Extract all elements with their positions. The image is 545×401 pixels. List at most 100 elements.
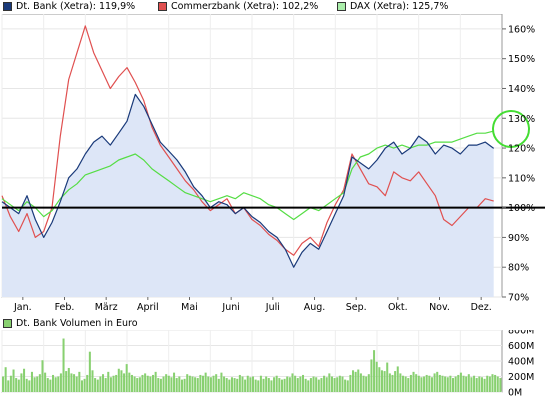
volume-bar [265, 376, 268, 392]
volume-bar [115, 374, 118, 392]
volume-bar [270, 380, 273, 393]
volume-bar [299, 376, 302, 392]
volume-bar [394, 371, 397, 392]
volume-bar [212, 375, 215, 392]
volume-bar [4, 367, 7, 392]
volume-bar [425, 374, 428, 392]
volume-bar [473, 375, 476, 392]
volume-bar [167, 375, 170, 392]
volume-bar [288, 377, 291, 392]
price-x-axis: Jan. Feb. März April Mai Juni Juli Aug. Sep. Okt.… [13, 297, 492, 313]
volume-bar [70, 373, 73, 392]
volume-bar [149, 376, 152, 392]
volume-bar [207, 376, 210, 392]
legend-swatch-deutsche-bank [3, 2, 12, 11]
volume-bar [191, 376, 194, 392]
legend-swatch-commerzbank [158, 2, 167, 11]
volume-y-tick-label: 400M [508, 357, 534, 368]
price-x-tick-label: Okt. [388, 302, 408, 313]
volume-bar [186, 374, 189, 392]
volume-y-tick-label: 600M [508, 341, 534, 352]
price-x-tick-label: Juli [265, 302, 280, 313]
volume-bar [86, 374, 89, 392]
volume-swatch [3, 319, 12, 328]
volume-bar [178, 376, 181, 392]
volume-bar [307, 380, 310, 393]
price-y-tick-label: 80% [508, 263, 529, 274]
volume-bar [480, 377, 483, 392]
volume-bar [25, 378, 28, 392]
volume-bar [146, 375, 149, 392]
volume-bar [162, 376, 165, 392]
price-y-tick-label: 140% [508, 84, 535, 95]
volume-bar [412, 371, 415, 392]
volume-bar [44, 372, 47, 393]
price-x-tick-label: Dez. [471, 302, 492, 313]
volume-bar [94, 378, 97, 392]
volume-bar [365, 376, 368, 392]
volume-title: Dt. Bank Volumen in Euro [3, 318, 138, 329]
volume-bar [417, 375, 420, 392]
price-x-tick-label: April [137, 302, 159, 313]
volume-bar [328, 373, 331, 392]
volume-bar [262, 378, 265, 392]
volume-bar [380, 370, 383, 392]
volume-bar [433, 373, 436, 392]
volume-bar [123, 373, 126, 392]
volume-bar [80, 380, 83, 393]
volume-bar [352, 370, 355, 392]
price-x-tick-label: Sep. [346, 302, 367, 313]
legend-swatch-dax [337, 2, 346, 11]
volume-bars [2, 338, 502, 393]
volume-y-tick-label: 0M [508, 388, 522, 399]
volume-bar [20, 373, 23, 392]
volume-bar [170, 377, 173, 392]
volume-bar [283, 378, 286, 392]
volume-bar [280, 379, 283, 392]
volume-bar [320, 378, 323, 392]
volume-bar [54, 377, 57, 392]
volume-bar [83, 378, 86, 392]
price-y-tick-label: 120% [508, 144, 535, 155]
volume-bar [317, 379, 320, 392]
volume-bar [102, 374, 105, 392]
volume-bar [57, 376, 60, 392]
volume-bar [254, 379, 257, 392]
volume-y-tick-label: 200M [508, 372, 534, 383]
volume-bar [165, 374, 168, 392]
volume-bar [259, 375, 262, 392]
volume-bar [244, 379, 247, 392]
volume-bar [446, 377, 449, 392]
price-area-fill [2, 94, 494, 298]
volume-bar [120, 370, 123, 392]
volume-bar [49, 379, 52, 392]
volume-bar [341, 376, 344, 392]
volume-chart: 800M 600M 400M 200M 0M [1, 330, 534, 399]
volume-bar [217, 378, 220, 392]
volume-bar [399, 373, 402, 392]
volume-bar [199, 374, 202, 392]
series-line-2 [1, 130, 494, 221]
volume-bar [59, 373, 62, 392]
volume-bar [33, 377, 36, 392]
volume-bar [236, 378, 239, 392]
volume-bar [357, 369, 360, 392]
volume-bar [152, 374, 155, 392]
volume-bar [9, 375, 12, 392]
volume-bar [23, 368, 26, 392]
volume-bar [99, 376, 102, 392]
volume-bar [278, 378, 281, 392]
volume-bar [373, 350, 376, 392]
volume-bar [291, 373, 294, 392]
volume-bar [470, 377, 473, 392]
volume-bar [138, 377, 141, 392]
volume-bar [233, 378, 236, 392]
volume-bar [404, 376, 407, 392]
price-x-tick-label: Jan. [13, 302, 32, 313]
volume-bar [204, 372, 207, 393]
volume-bar [112, 375, 115, 392]
volume-bar [141, 374, 144, 392]
volume-bar [409, 374, 412, 392]
price-x-tick-label: Aug. [304, 302, 326, 313]
volume-bar [46, 378, 49, 392]
